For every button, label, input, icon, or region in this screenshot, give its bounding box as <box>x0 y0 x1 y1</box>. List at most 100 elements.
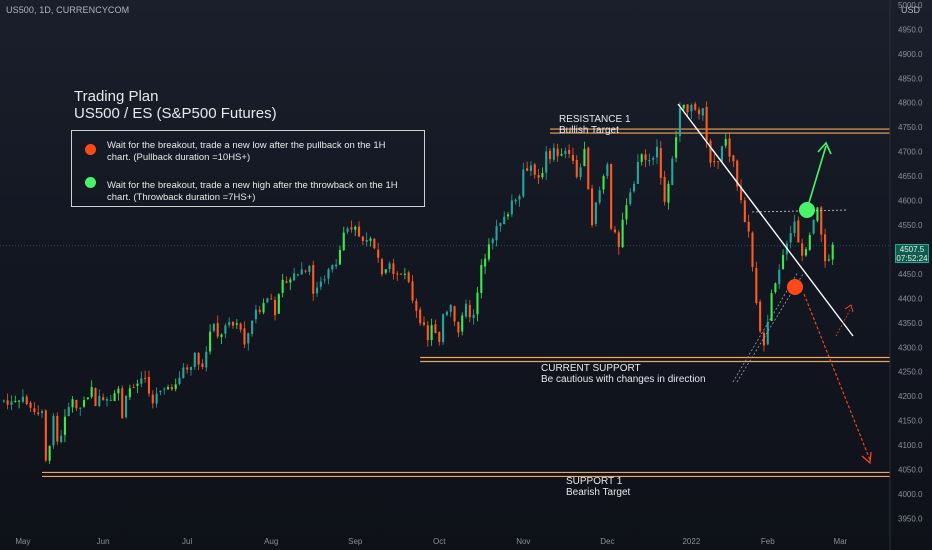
candle-body <box>652 157 655 160</box>
candle-body <box>480 264 483 293</box>
candle-body <box>358 226 361 237</box>
y-tick-label: 4350.0 <box>898 319 923 328</box>
bullish-arrow <box>807 145 827 207</box>
candle-body <box>533 164 536 175</box>
x-tick-label: Mar <box>833 537 847 546</box>
y-tick-label: 4550.0 <box>898 221 923 230</box>
resistance-label: RESISTANCE 1 Bullish Target <box>559 114 631 136</box>
candle-body <box>579 167 582 178</box>
current-support-title: CURRENT SUPPORT <box>541 363 641 374</box>
candle-body <box>613 229 617 233</box>
candle-body <box>384 269 387 273</box>
candle-body <box>407 272 410 282</box>
rebound-arrow <box>835 307 852 337</box>
candle-body <box>713 161 716 163</box>
candle-body <box>694 103 697 110</box>
candle-body <box>506 214 510 217</box>
candle-body <box>60 435 63 443</box>
candle-body <box>804 249 808 256</box>
y-tick-label: 4300.0 <box>898 343 923 352</box>
candle-body <box>224 325 227 334</box>
y-tick-label: 4150.0 <box>898 417 923 426</box>
candle-body <box>33 408 36 413</box>
candle-body <box>457 322 460 333</box>
resistance-subtitle: Bullish Target <box>559 125 619 136</box>
bearish-arrow <box>803 293 871 461</box>
candle-body <box>487 244 490 260</box>
candle-body <box>606 164 609 177</box>
candle-body <box>663 176 666 202</box>
candle-body <box>720 146 723 163</box>
candle-body <box>102 397 105 401</box>
y-tick-label: 4950.0 <box>898 25 923 34</box>
support-subtitle: Bearish Target <box>566 487 631 498</box>
x-tick-label: Feb <box>761 537 775 546</box>
candle-body <box>235 323 238 325</box>
candle-body <box>304 270 307 272</box>
candle-body <box>598 190 601 203</box>
candle-body <box>518 196 521 200</box>
plan-item-bearish: Wait for the breakout, trade a new low a… <box>107 140 386 163</box>
candle-body <box>778 269 781 285</box>
candle-body <box>419 309 422 324</box>
candle-body <box>827 259 830 261</box>
x-tick-label: Jul <box>182 537 192 546</box>
candle-body <box>82 400 86 407</box>
candle-body <box>285 281 288 283</box>
x-tick-label: Nov <box>516 537 530 546</box>
candle-body <box>568 149 571 154</box>
candle-body <box>270 298 273 300</box>
candle-body <box>273 300 277 316</box>
candle-body <box>319 281 322 287</box>
symbol-header: US500, 1D, CURRENCYCOM <box>6 5 130 15</box>
candle-body <box>759 301 762 332</box>
candle-body <box>461 315 464 332</box>
candle-body <box>793 221 796 234</box>
candle-body <box>560 153 563 156</box>
x-tick-label: Sep <box>348 537 363 546</box>
support-title: SUPPORT 1 <box>566 476 623 487</box>
plan-subtitle: US500 / ES (S&P500 Futures) <box>74 105 277 122</box>
candle-body <box>667 183 670 203</box>
candle-body <box>629 192 632 205</box>
y-tick-label: 4050.0 <box>898 466 923 475</box>
candle-body <box>98 395 101 406</box>
candle-body <box>705 106 708 141</box>
candle-body <box>766 322 769 345</box>
candle-body <box>327 269 330 279</box>
candle-body <box>354 226 357 230</box>
candle-body <box>686 104 689 113</box>
candle-body <box>762 332 765 346</box>
rebound-arrowhead-icon <box>844 304 854 313</box>
y-tick-label: 4450.0 <box>898 270 923 279</box>
candle-body <box>182 367 185 378</box>
candle-body <box>380 259 384 275</box>
candle-body <box>717 161 720 163</box>
candle-body <box>739 186 743 201</box>
y-tick-label: 4600.0 <box>898 197 923 206</box>
candle-body <box>109 399 112 401</box>
current-support-subtitle: Be cautious with changes in direction <box>541 374 706 385</box>
candle-body <box>243 328 246 345</box>
candle-body <box>556 148 559 157</box>
candle-body <box>571 155 575 161</box>
y-tick-label: 4650.0 <box>898 172 923 181</box>
candle-body <box>40 411 44 414</box>
candle-body <box>633 183 636 192</box>
candle-body <box>388 263 391 270</box>
candle-body <box>335 264 338 267</box>
candle-body <box>170 387 173 390</box>
last-price-value: 4507.5 <box>899 245 925 254</box>
candle-body <box>220 334 223 337</box>
trading-plan-box: Wait for the breakout, trade a new low a… <box>71 130 425 207</box>
candle-body <box>121 388 124 419</box>
x-tick-label: Jun <box>97 537 110 546</box>
candle-body <box>690 104 693 112</box>
currency-label: USD <box>900 5 920 15</box>
candle-body <box>537 175 540 178</box>
candle-body <box>522 169 525 197</box>
candle-body <box>526 168 529 171</box>
y-tick-label: 4800.0 <box>898 99 923 108</box>
candle-body <box>205 351 208 368</box>
